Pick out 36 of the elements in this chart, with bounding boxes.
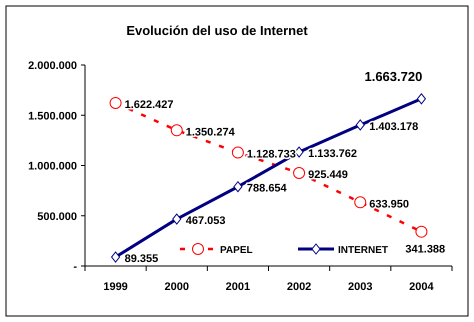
data-label: 89.355 [124, 253, 158, 266]
data-label: 633.950 [369, 198, 410, 210]
data-label: 1.663.720 [364, 68, 422, 84]
x-tick-label: 2004 [409, 281, 435, 293]
point [111, 252, 120, 263]
data-label: 1.350.274 [186, 126, 236, 138]
point [416, 93, 426, 104]
y-tick-label: 1.500.000 [28, 110, 77, 122]
point [110, 96, 122, 109]
point [172, 214, 182, 225]
data-label: 1.622.427 [124, 98, 174, 111]
legend-label: INTERNET [338, 245, 388, 256]
point [356, 119, 365, 130]
y-tick-label: - [73, 261, 78, 273]
point [233, 181, 242, 192]
point [170, 124, 183, 136]
data-label: 341.388 [405, 244, 446, 256]
x-tick-label: 1999 [103, 281, 128, 293]
data-label: 788.654 [246, 182, 288, 195]
x-tick-label: 2000 [164, 281, 189, 293]
legend-label: PAPEL [220, 245, 253, 256]
point [293, 166, 306, 179]
x-tick-label: 2003 [348, 281, 372, 293]
data-label: 1.403.178 [369, 120, 418, 133]
x-tick-label: 2002 [286, 281, 312, 293]
data-label: 467.053 [186, 215, 226, 228]
point [354, 196, 366, 208]
chart-title: Evolución del uso de Internet [126, 23, 308, 38]
y-tick-label: 500.000 [37, 210, 77, 223]
point [415, 226, 428, 238]
y-tick-label: 1.000.000 [28, 160, 77, 172]
point [232, 146, 244, 159]
y-tick-label: 2.000.000 [28, 60, 77, 72]
data-label: 1.133.762 [308, 148, 358, 160]
data-label: 925.449 [308, 168, 348, 181]
x-tick-label: 2001 [226, 281, 250, 293]
